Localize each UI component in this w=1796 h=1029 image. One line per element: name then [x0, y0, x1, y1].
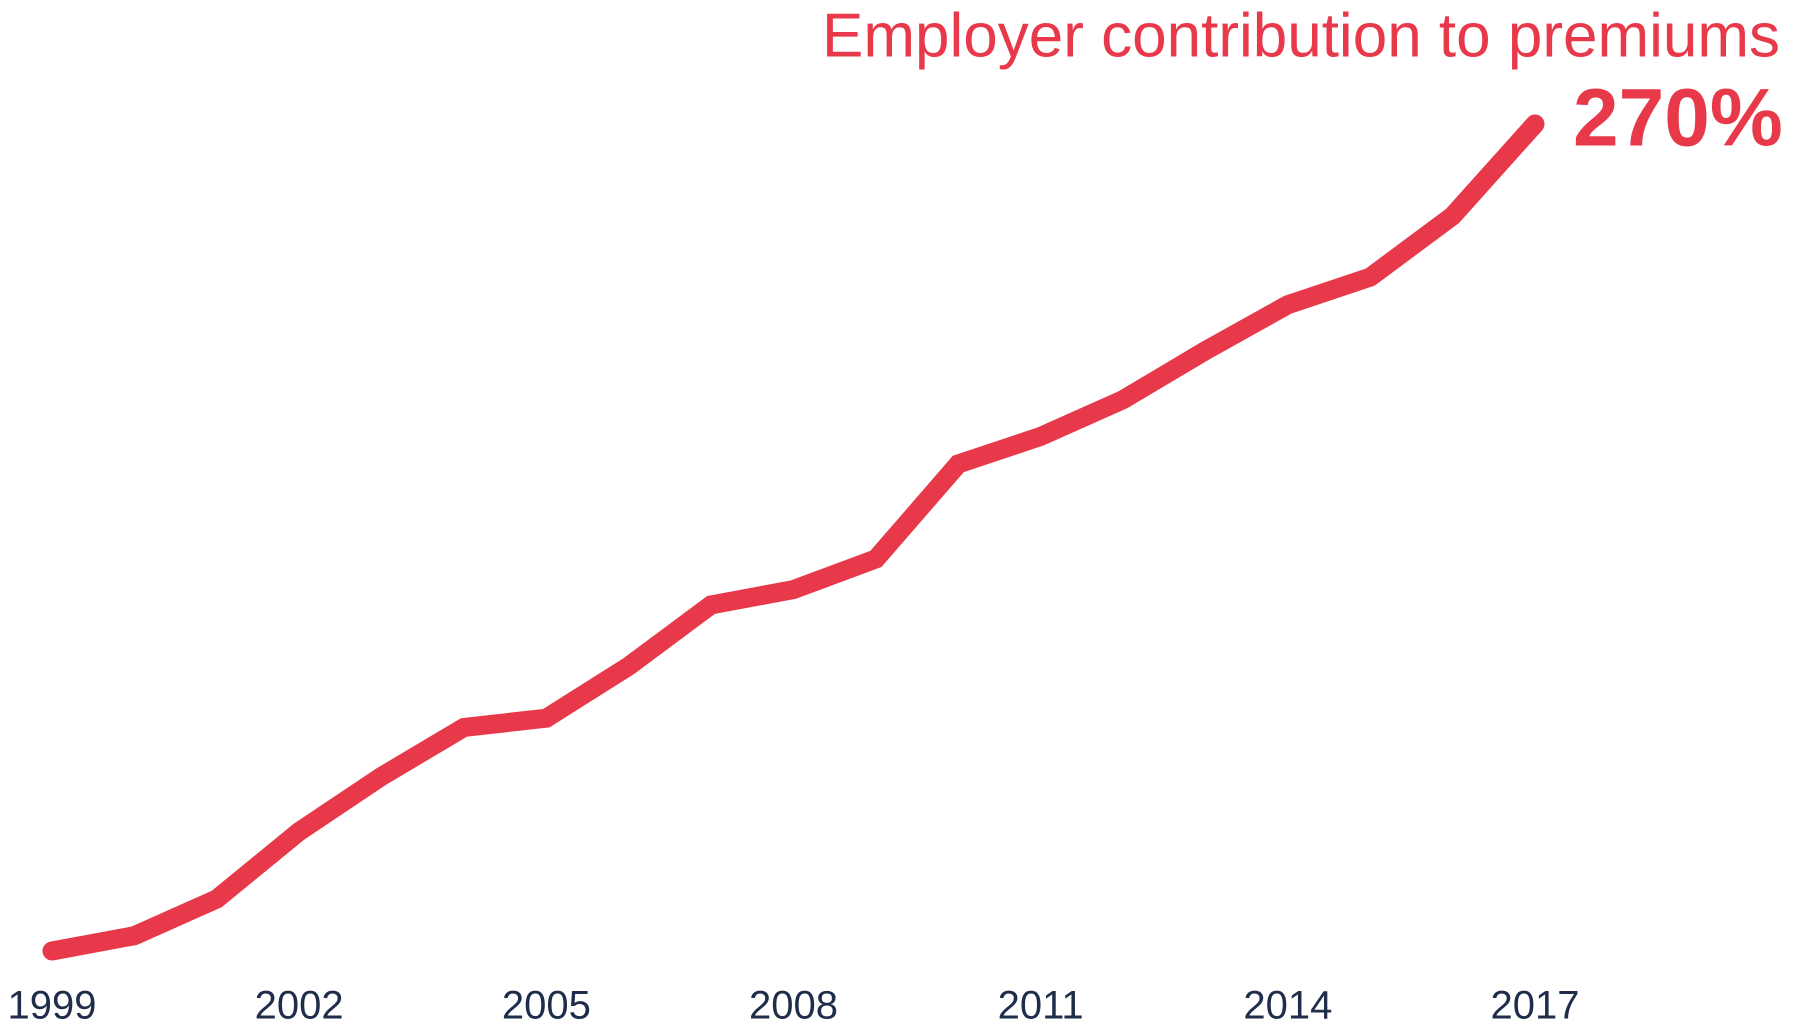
line [42, 114, 1545, 961]
x-tick-label: 1999 [8, 984, 97, 1028]
x-tick-label: 2008 [749, 984, 838, 1028]
chart-title: Employer contribution to premiums [822, 1, 1780, 70]
x-tick-label: 2017 [1491, 984, 1580, 1028]
x-tick-label: 2011 [998, 984, 1084, 1028]
x-tick-label: 2005 [502, 984, 591, 1028]
x-tick-label: 2014 [1243, 984, 1332, 1028]
value-label: 270% [1573, 73, 1783, 164]
x-tick-label: 2002 [255, 984, 344, 1028]
